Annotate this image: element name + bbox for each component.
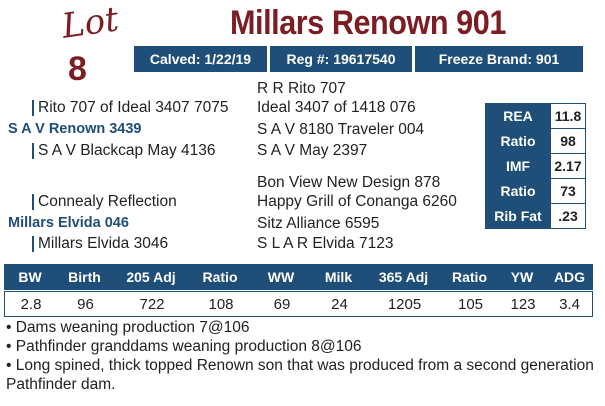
perf-header-cell: 365 Adj (378, 269, 429, 285)
carcass-label: IMF (485, 153, 551, 179)
registration-number: Reg #: 19617540 (270, 46, 412, 72)
pedigree-dds: Sitz Alliance 6595 (257, 215, 380, 232)
perf-header-cell: WW (267, 269, 295, 285)
perf-value-cell: 105 (457, 295, 484, 313)
note-item: • Long spined, thick topped Renown son t… (6, 357, 594, 393)
perf-header-cell: ADG (553, 269, 586, 285)
carcass-table: REA 11.8 Ratio 98 IMF 2.17 Ratio 73 Rib … (485, 103, 586, 229)
pedigree-ssd: Ideal 3407 of 1418 076 (257, 99, 416, 116)
perf-header-cell: YW (510, 269, 534, 285)
perf-header-cell: Birth (68, 269, 101, 285)
perf-value-cell: 108 (208, 295, 234, 313)
pedigree-dss: Bon View New Design 878 (257, 174, 441, 191)
perf-value-cell: 722 (139, 295, 165, 313)
perf-value-cell: 1205 (387, 295, 422, 313)
perf-value-cell: 96 (77, 295, 94, 313)
pedigree-dam-sire: Connealy Reflection (32, 194, 177, 210)
pedigree-ddd: S L A R Elvida 7123 (257, 235, 394, 252)
performance-header: BW Birth 205 Adj Ratio WW Milk 365 Adj R… (4, 264, 593, 290)
freeze-brand: Freeze Brand: 901 (415, 46, 583, 72)
animal-name: Millars Renown 901 (230, 4, 506, 42)
perf-header-cell: Ratio (452, 269, 487, 285)
calved-date: Calved: 1/22/19 (134, 46, 267, 72)
carcass-value: 73 (550, 178, 586, 204)
perf-value-cell: 123 (510, 295, 536, 313)
perf-header-cell: 205 Adj (126, 269, 176, 285)
pedigree-sss: R R Rito 707 (257, 80, 346, 97)
note-item: • Pathfinder granddams weaning productio… (6, 338, 362, 355)
carcass-label: Rib Fat (485, 203, 551, 229)
info-bar: Calved: 1/22/19 Reg #: 19617540 Freeze B… (134, 46, 583, 72)
pedigree-sire-sire: Rito 707 of Ideal 3407 7075 (32, 100, 228, 116)
carcass-label: Ratio (485, 178, 551, 204)
carcass-label: REA (485, 103, 551, 129)
pedigree-dam: Millars Elvida 046 (8, 215, 129, 231)
pedigree-sire-dam: S A V Blackcap May 4136 (32, 143, 216, 159)
pedigree-sire: S A V Renown 3439 (8, 121, 142, 137)
carcass-row: Ratio 73 (485, 178, 586, 204)
carcass-row: Ratio 98 (485, 128, 586, 154)
pedigree-dsd: Happy Grill of Conanga 6260 (257, 193, 457, 210)
note-item: • Dams weaning production 7@106 (6, 319, 250, 336)
lot-label: Lot (59, 0, 122, 47)
carcass-row: IMF 2.17 (485, 153, 586, 179)
perf-value-cell: 69 (273, 295, 291, 313)
pedigree-sdd: S A V May 2397 (257, 142, 368, 159)
carcass-row: Rib Fat .23 (485, 203, 586, 229)
performance-values: 2.8 96 722 108 69 24 1205 105 123 3.4 (4, 291, 593, 317)
pedigree-sds: S A V 8180 Traveler 004 (257, 121, 425, 138)
carcass-value: 2.17 (550, 153, 586, 179)
carcass-row: REA 11.8 (485, 103, 586, 129)
notes: • Dams weaning production 7@106 • Pathfi… (6, 318, 601, 394)
lot-number: 8 (68, 50, 87, 88)
carcass-value: 98 (550, 128, 586, 154)
perf-value-cell: 24 (331, 295, 348, 313)
perf-value-cell: 2.8 (20, 295, 42, 313)
pedigree-dam-dam: Millars Elvida 3046 (32, 236, 168, 252)
perf-header-cell: Ratio (202, 269, 238, 285)
perf-header-cell: Milk (324, 269, 353, 285)
carcass-label: Ratio (485, 128, 551, 154)
carcass-value: 11.8 (550, 103, 586, 129)
perf-value-cell: 3.4 (559, 295, 580, 313)
carcass-value: .23 (550, 203, 586, 229)
perf-header-cell: BW (18, 269, 42, 285)
